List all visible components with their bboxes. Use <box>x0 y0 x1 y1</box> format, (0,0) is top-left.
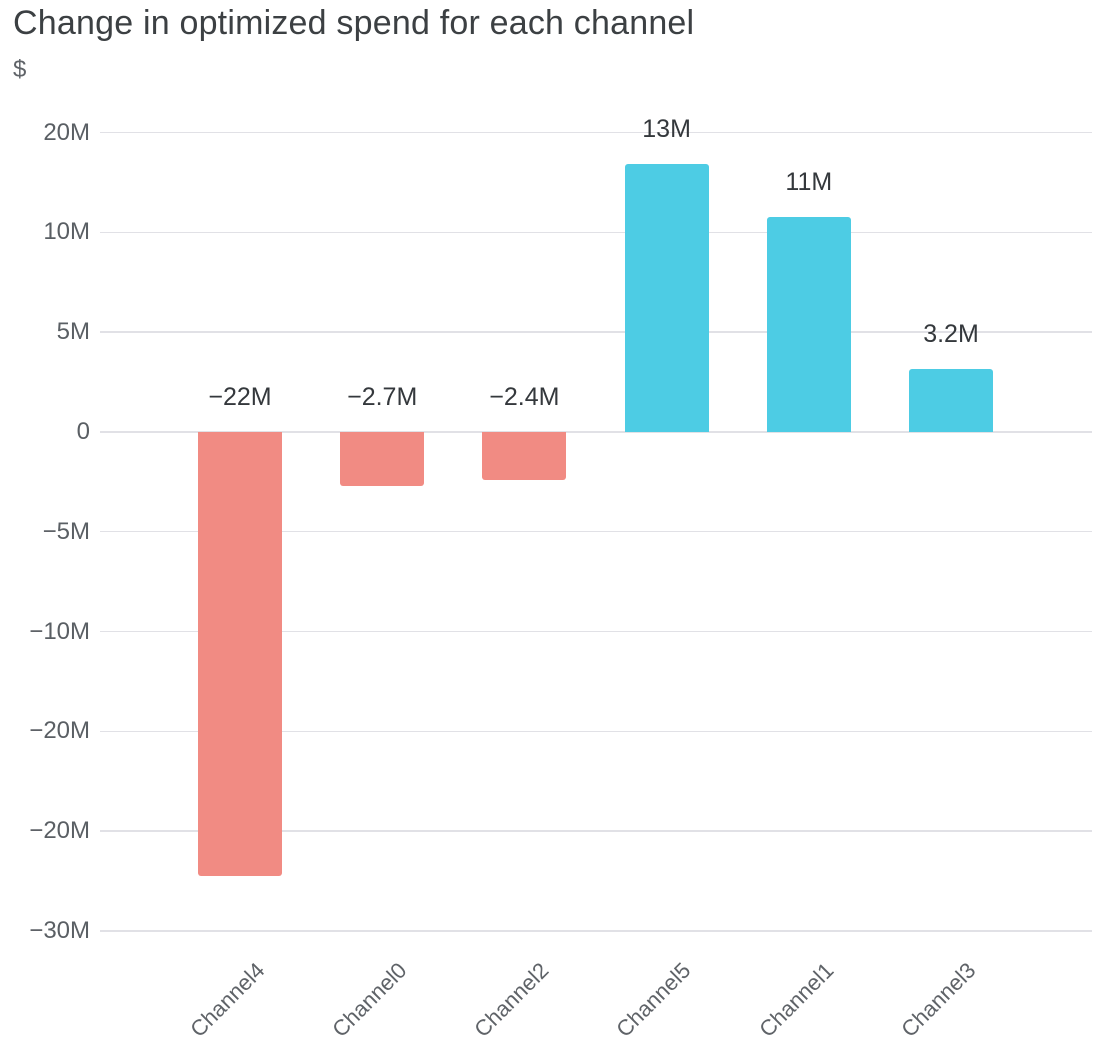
y-tick-label: −20M <box>29 717 90 745</box>
bar <box>909 369 993 432</box>
bar <box>340 431 425 486</box>
y-tick-label: −30M <box>29 916 90 944</box>
y-gridline <box>100 530 1092 533</box>
y-gridline <box>100 930 1092 932</box>
x-tick-label: Channel5 <box>611 957 696 1042</box>
y-gridline <box>100 830 1092 832</box>
x-tick-label: Channel4 <box>185 957 270 1042</box>
chart-title: Change in optimized spend for each chann… <box>13 4 695 42</box>
bar-value-label: 13M <box>642 115 691 144</box>
bar <box>198 431 282 876</box>
bar <box>482 431 567 480</box>
bar-value-label: −22M <box>208 382 272 411</box>
bar-value-label: 11M <box>785 168 833 197</box>
y-gridline <box>100 431 1092 433</box>
bar-value-label: −2.7M <box>347 382 418 411</box>
y-tick-label: 5M <box>56 318 90 346</box>
y-gridline <box>100 131 1092 134</box>
y-tick-label: −20M <box>29 817 90 845</box>
y-tick-label: 10M <box>43 218 90 246</box>
y-gridline <box>100 730 1092 733</box>
bar <box>766 217 851 432</box>
x-tick-label: Channel3 <box>896 957 981 1042</box>
y-tick-label: 0 <box>76 417 90 445</box>
y-tick-label: −5M <box>42 517 90 545</box>
y-tick-label: −10M <box>29 617 90 645</box>
x-tick-label: Channel2 <box>469 957 554 1042</box>
y-gridline <box>100 231 1092 234</box>
x-tick-label: Channel0 <box>327 957 412 1042</box>
bar-value-label: 3.2M <box>923 320 979 349</box>
y-gridline <box>100 630 1092 633</box>
y-tick-label: 20M <box>43 118 90 146</box>
bar <box>624 164 709 432</box>
x-tick-label: Channel1 <box>753 957 839 1042</box>
y-gridline <box>100 331 1092 333</box>
y-axis-unit-label: $ <box>13 56 27 83</box>
bar-value-label: −2.4M <box>489 382 560 411</box>
